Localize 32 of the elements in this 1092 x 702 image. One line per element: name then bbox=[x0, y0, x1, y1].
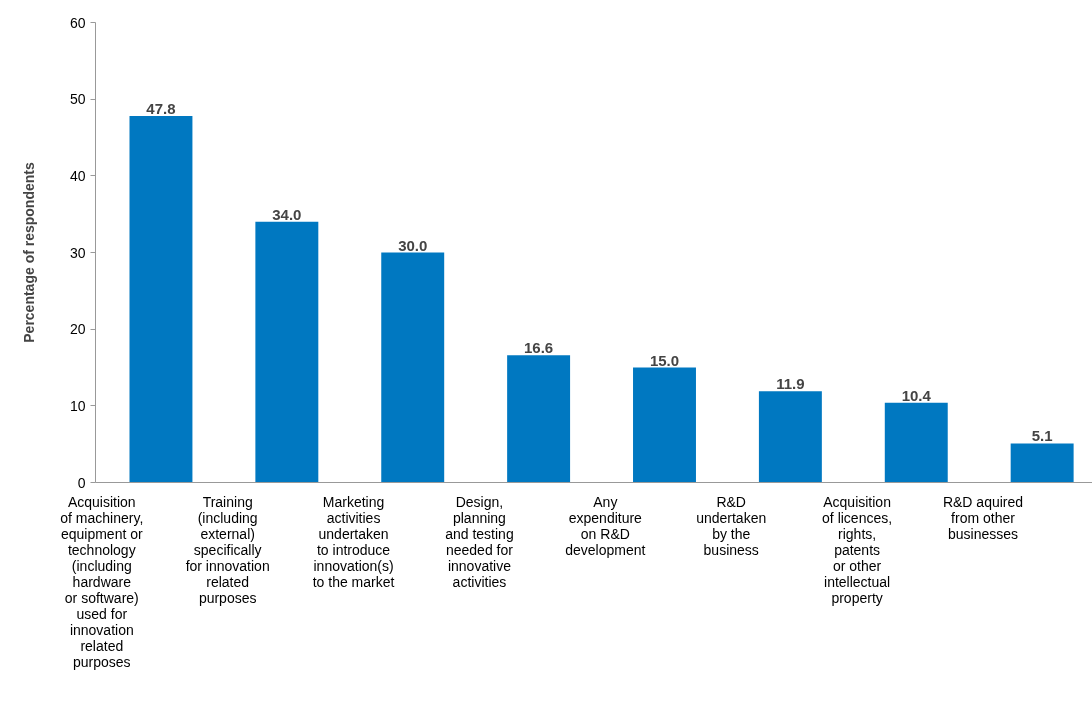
bar bbox=[758, 391, 822, 483]
y-tick-label: 30 bbox=[69, 244, 86, 261]
data-label: 30.0 bbox=[398, 236, 428, 254]
bar bbox=[884, 402, 948, 483]
y-tick-label: 20 bbox=[69, 321, 86, 338]
y-tick-label: 10 bbox=[69, 397, 86, 414]
x-tick-label: Marketing activities undertaken to introduce innovation(s) to the market bbox=[312, 493, 395, 590]
x-tick-label: Any expenditure on R&D development bbox=[565, 493, 646, 558]
bar bbox=[633, 367, 696, 483]
category-label: Acquisition of machinery, equipment or technology (including hardware or software) used for innovation related purposes bbox=[60, 493, 144, 670]
x-tick-label: Design, planning and testing needed for innovative activities bbox=[445, 493, 514, 590]
bar bbox=[507, 355, 571, 483]
bar bbox=[1010, 443, 1074, 483]
bar bbox=[255, 221, 319, 483]
bar bbox=[129, 116, 193, 483]
data-label: 47.8 bbox=[146, 100, 176, 118]
data-label: 5.1 bbox=[1031, 427, 1053, 445]
x-tick-label: R&D undertaken by the business bbox=[696, 493, 767, 558]
y-axis-title: Percentage of respondents bbox=[20, 162, 37, 343]
y-tick-label: 0 bbox=[77, 474, 86, 491]
bar bbox=[381, 252, 445, 483]
x-tick-label: Training (including external) specifically for innovation related purposes bbox=[185, 493, 270, 606]
data-label: 11.9 bbox=[776, 375, 805, 393]
data-label: 16.6 bbox=[524, 339, 554, 357]
y-tick-label: 40 bbox=[69, 167, 86, 184]
data-label: 10.4 bbox=[901, 386, 932, 404]
data-label: 34.0 bbox=[272, 205, 302, 223]
y-tick-label: 60 bbox=[69, 14, 86, 31]
y-tick-label: 50 bbox=[69, 91, 86, 108]
data-label: 15.0 bbox=[649, 351, 680, 369]
x-tick-label: Acquisition of licences, rights, patents or other intellectual property bbox=[822, 493, 893, 606]
x-tick-label: R&D aquired from other businesses bbox=[942, 493, 1024, 542]
